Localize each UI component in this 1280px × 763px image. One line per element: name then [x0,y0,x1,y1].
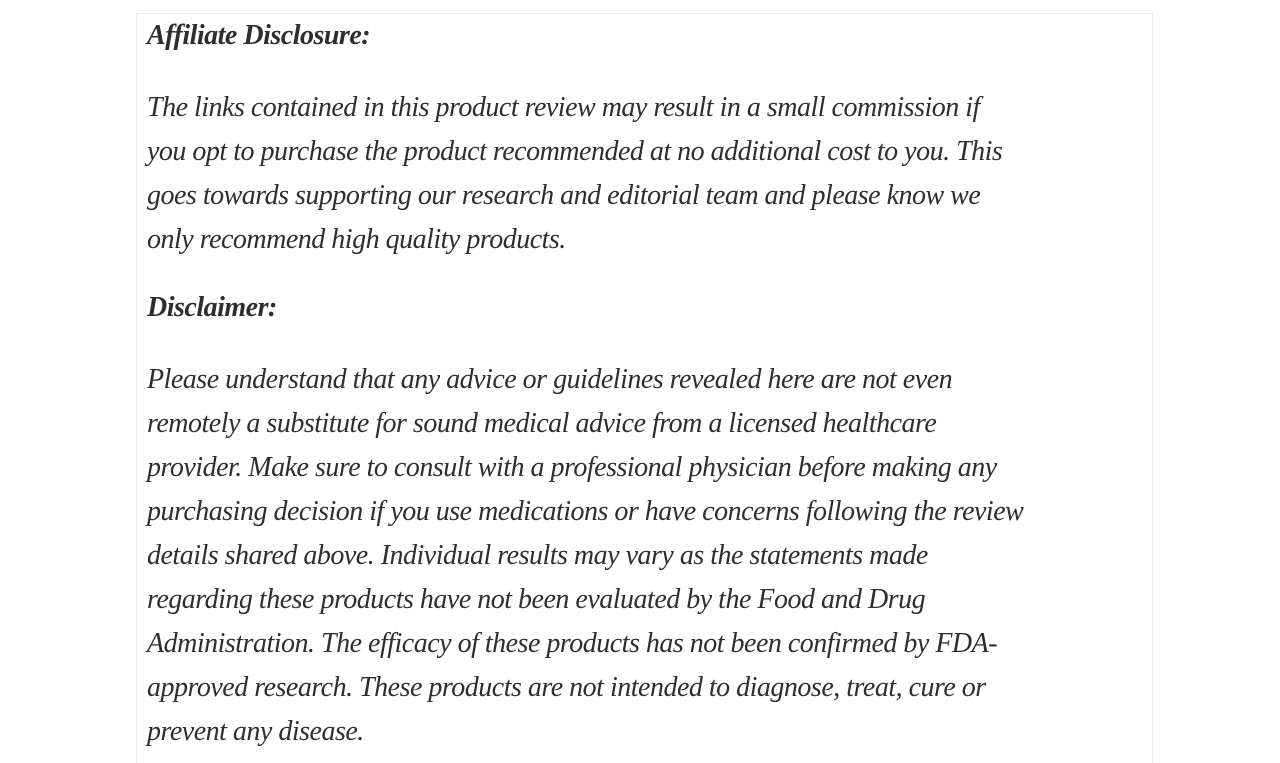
text-line: provider. Make sure to consult with a pr… [147,452,997,483]
text-line: prevent any disease. [147,716,364,747]
section-affiliate-disclosure: Affiliate Disclosure: The links containe… [147,14,1152,262]
disclaimer-heading: Disclaimer: [147,292,277,323]
disclaimer-paragraph: Please understand that any advice or gui… [147,358,1152,754]
text-line: you opt to purchase the product recommen… [147,136,1003,167]
affiliate-disclosure-heading: Affiliate Disclosure: [147,20,371,51]
section-disclaimer: Disclaimer: Please understand that any a… [147,286,1152,754]
text-line: approved research. These products are no… [147,672,986,703]
text-line: purchasing decision if you use medicatio… [147,496,1024,527]
text-line: regarding these products have not been e… [147,584,926,615]
text-line: details shared above. Individual results… [147,540,928,571]
text-line: goes towards supporting our research and… [147,180,981,211]
text-line: The links contained in this product revi… [147,92,980,123]
text-line: Please understand that any advice or gui… [147,364,953,395]
text-line: Administration. The efficacy of these pr… [147,628,998,659]
text-line: only recommend high quality products. [147,224,566,255]
affiliate-disclosure-paragraph: The links contained in this product revi… [147,86,1152,262]
disclosure-panel: Affiliate Disclosure: The links containe… [136,13,1153,763]
text-line: remotely a substitute for sound medical … [147,408,937,439]
